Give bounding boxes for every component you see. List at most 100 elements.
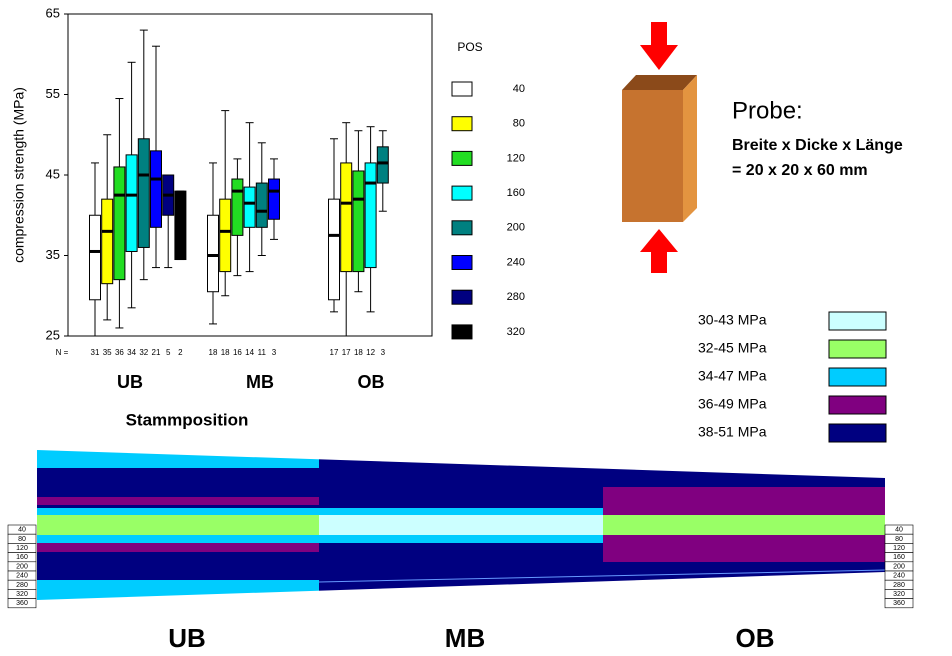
class-swatch — [828, 423, 887, 443]
y-tick-label: 55 — [46, 86, 60, 101]
y-tick-label: 35 — [46, 247, 60, 262]
n-count: 2 — [178, 348, 183, 357]
category-label: OB — [358, 372, 385, 392]
position-label: 280 — [16, 582, 28, 589]
box — [101, 198, 114, 285]
position-label: 200 — [16, 563, 28, 570]
class-label: 34-47 MPa — [698, 368, 767, 384]
position-box — [7, 598, 37, 609]
position-label: 240 — [16, 573, 28, 580]
legend-label: 240 — [507, 256, 525, 268]
box — [137, 138, 150, 248]
specimen-drawing — [622, 22, 697, 273]
n-count: 34 — [127, 348, 136, 357]
specimen-title: Probe: — [732, 97, 803, 124]
legend-label: 200 — [507, 222, 525, 234]
specimen-line: = 20 x 20 x 60 mm — [732, 162, 868, 179]
trunk-diagram — [37, 450, 885, 600]
y-tick-label: 25 — [46, 327, 60, 342]
box — [207, 214, 219, 293]
class-swatch — [828, 395, 887, 415]
box — [219, 198, 232, 273]
legend-label: 120 — [507, 152, 525, 164]
legend-swatch — [451, 116, 473, 132]
box — [255, 182, 268, 228]
position-label: 160 — [893, 554, 905, 561]
n-count: 5 — [166, 348, 171, 357]
position-label: 40 — [18, 527, 26, 534]
x-axis-label: Stammposition — [126, 410, 249, 429]
class-swatch — [828, 311, 887, 331]
class-label: 38-51 MPa — [698, 424, 767, 440]
n-count: 18 — [209, 348, 218, 357]
position-label: 360 — [893, 600, 905, 607]
n-count: 12 — [366, 348, 375, 357]
n-count: 21 — [152, 348, 161, 357]
box — [352, 170, 365, 273]
box — [340, 162, 353, 273]
position-label: 120 — [893, 545, 905, 552]
class-swatch — [828, 367, 887, 387]
n-label: N = — [56, 348, 69, 357]
box — [174, 190, 187, 261]
legend-label: 160 — [507, 187, 525, 199]
y-tick-label: 45 — [46, 166, 60, 181]
position-label: 80 — [18, 536, 26, 543]
specimen-line: Breite x Dicke x Länge — [732, 137, 903, 154]
position-label: 160 — [16, 554, 28, 561]
class-swatch — [828, 339, 887, 359]
n-count: 35 — [103, 348, 112, 357]
legend-swatch — [451, 324, 473, 340]
category-label: UB — [117, 372, 143, 392]
position-label: 120 — [16, 545, 28, 552]
position-label: 200 — [893, 563, 905, 570]
n-count: 11 — [258, 348, 267, 357]
position-label: 320 — [893, 591, 905, 598]
box — [150, 150, 162, 228]
n-count: 16 — [233, 348, 242, 357]
box — [125, 154, 138, 252]
category-label: MB — [246, 372, 274, 392]
position-label: 40 — [895, 527, 903, 534]
section-label: MB — [445, 623, 485, 651]
position-label: 80 — [895, 536, 903, 543]
n-count: 18 — [354, 348, 363, 357]
position-label: 280 — [893, 582, 905, 589]
legend-swatch — [451, 81, 473, 97]
legend-swatch — [451, 185, 473, 201]
n-count: 17 — [342, 348, 351, 357]
legend-label: 40 — [513, 83, 525, 95]
box — [268, 178, 280, 220]
position-label: 240 — [893, 573, 905, 580]
section-label: UB — [168, 623, 206, 651]
legend-label: 280 — [507, 291, 525, 303]
n-count: 32 — [139, 348, 148, 357]
legend-label: 80 — [513, 118, 525, 130]
legend-label: 320 — [507, 326, 525, 338]
n-count: 3 — [381, 348, 386, 357]
n-count: 14 — [245, 348, 254, 357]
y-tick-label: 65 — [46, 5, 60, 20]
box — [364, 162, 377, 269]
box — [231, 178, 244, 236]
n-count: 17 — [330, 348, 339, 357]
n-count: 31 — [91, 348, 100, 357]
legend-swatch — [451, 289, 473, 305]
box — [328, 198, 340, 301]
box — [113, 166, 126, 281]
n-count: 36 — [115, 348, 124, 357]
position-box — [884, 598, 914, 609]
n-count: 3 — [272, 348, 277, 357]
n-count: 18 — [221, 348, 230, 357]
legend-title: POS — [457, 40, 482, 54]
y-axis-label: compression strength (MPa) — [11, 87, 27, 263]
class-label: 36-49 MPa — [698, 396, 767, 412]
box — [243, 186, 256, 228]
class-label: 32-45 MPa — [698, 340, 767, 356]
position-label: 320 — [16, 591, 28, 598]
box — [89, 214, 101, 301]
position-label: 360 — [16, 600, 28, 607]
legend-swatch — [451, 150, 473, 166]
class-label: 30-43 MPa — [698, 312, 767, 328]
